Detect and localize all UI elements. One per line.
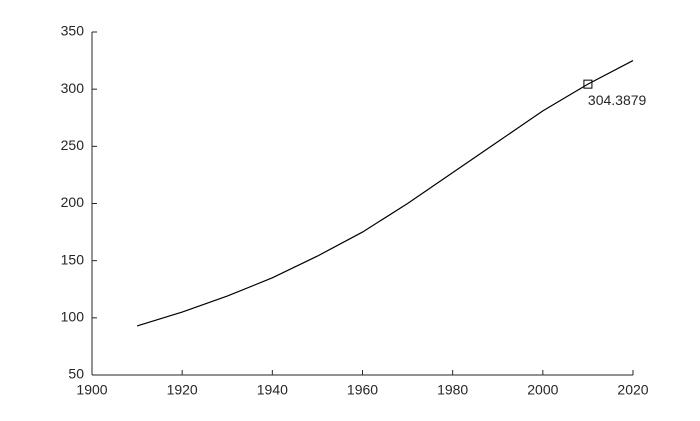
y-tick-label: 200	[61, 194, 85, 210]
line	[136, 60, 634, 327]
y-tick-label: 100	[61, 309, 85, 325]
marker	[583, 79, 593, 89]
x-tick-label: 1940	[257, 382, 288, 398]
y-tick-label: 250	[61, 137, 85, 153]
y-tick-label: 50	[68, 366, 84, 382]
x-tick-label: 1980	[437, 382, 468, 398]
x-tick-label: 2020	[617, 382, 648, 398]
x-tick-label: 1960	[347, 382, 378, 398]
x-tick-label: 1900	[76, 382, 107, 398]
marker-label: 304.3879	[588, 92, 647, 108]
y-tick-label: 150	[61, 251, 85, 267]
y-tick-label: 300	[61, 80, 85, 96]
y-tick-label: 350	[61, 23, 85, 39]
x-tick-label: 1920	[167, 382, 198, 398]
x-tick-label: 2000	[527, 382, 558, 398]
